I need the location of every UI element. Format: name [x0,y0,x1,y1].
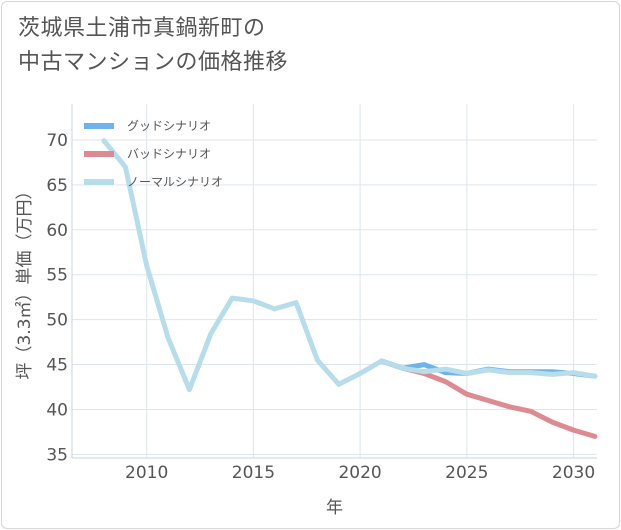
series-line-2 [101,138,598,393]
title-line-1: 茨城県土浦市真鍋新町の [18,16,266,41]
series-lines [101,138,598,439]
x-tick-label: 2030 [552,463,595,483]
y-tick-label: 50 [46,311,68,331]
y-tick-label: 65 [46,176,68,196]
y-tick-label: 40 [46,400,68,420]
x-tick-label: 2015 [232,463,275,483]
chart-title: 茨城県土浦市真鍋新町の 中古マンションの価格推移 [18,12,288,80]
y-tick-label: 35 [46,445,68,465]
y-axis-label: 坪（3.3㎡）単価（万円） [15,182,35,379]
legend-label: バッドシナリオ [127,147,211,161]
y-tick-label: 60 [46,221,68,241]
y-tick-label: 55 [46,266,68,286]
x-axis-label: 年 [326,498,343,518]
x-tick-label: 2025 [445,463,488,483]
title-line-2: 中古マンションの価格推移 [18,50,289,75]
grid [72,104,597,458]
legend-label: グッドシナリオ [127,119,211,133]
x-tick-label: 2010 [125,463,168,483]
y-tick-label: 70 [46,131,68,151]
x-tick-label: 2020 [338,463,381,483]
axes: 35 40 45 50 55 60 65 70 2010 2015 2020 2025 2030 [46,104,597,483]
y-tick-label: 45 [46,356,68,376]
legend-label: ノーマルシナリオ [127,175,223,189]
